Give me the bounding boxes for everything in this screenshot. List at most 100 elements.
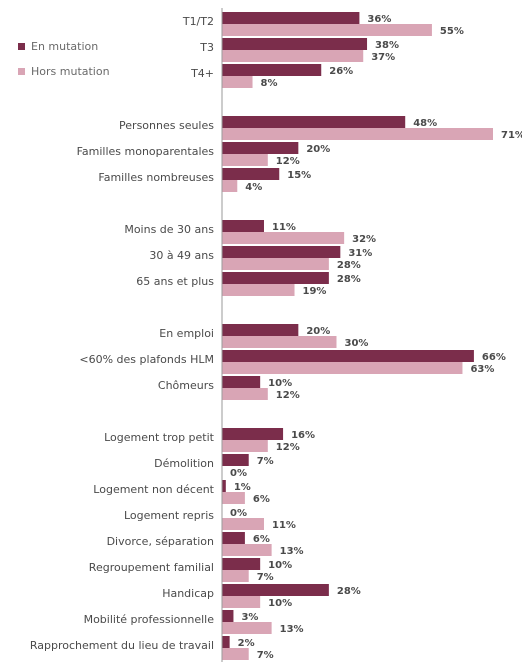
data-label-hors_mutation: 63%: [470, 364, 494, 375]
data-label-hors_mutation: 11%: [272, 520, 296, 531]
data-label-hors_mutation: 55%: [440, 26, 464, 37]
data-label-en_mutation: 6%: [253, 534, 270, 545]
data-label-hors_mutation: 37%: [371, 52, 395, 63]
category-label: Rapprochement du lieu de travail: [30, 639, 214, 652]
category-label: Handicap: [162, 587, 214, 600]
data-label-en_mutation: 2%: [238, 638, 255, 649]
category-label: 65 ans et plus: [136, 275, 214, 288]
bar-hors_mutation: [222, 128, 493, 140]
category-label: Logement trop petit: [104, 431, 215, 444]
category-label: T4+: [190, 67, 214, 80]
data-label-hors_mutation: 0%: [230, 468, 247, 479]
category-label: T1/T2: [182, 15, 214, 28]
data-label-hors_mutation: 71%: [501, 130, 522, 141]
bar-en_mutation: [222, 532, 245, 544]
legend-label-en-mutation: En mutation: [31, 39, 99, 53]
bar-hors_mutation: [222, 648, 249, 660]
bar-hors_mutation: [222, 622, 272, 634]
category-label: Logement repris: [124, 509, 214, 522]
bar-en_mutation: [222, 454, 249, 466]
category-label: Familles monoparentales: [77, 145, 215, 158]
bar-hors_mutation: [222, 388, 268, 400]
data-label-hors_mutation: 6%: [253, 494, 270, 505]
category-label: Familles nombreuses: [98, 171, 214, 184]
category-label: Démolition: [154, 457, 214, 470]
bar-hors_mutation: [222, 50, 364, 62]
category-label: T3: [199, 41, 214, 54]
bar-en_mutation: [222, 220, 264, 232]
data-label-en_mutation: 36%: [367, 14, 391, 25]
data-label-hors_mutation: 7%: [257, 572, 274, 583]
data-label-en_mutation: 16%: [291, 430, 315, 441]
bar-en_mutation: [222, 558, 261, 570]
data-label-en_mutation: 1%: [234, 482, 251, 493]
category-label: Mobilité professionnelle: [84, 613, 215, 626]
category-label: 30 à 49 ans: [149, 249, 214, 262]
bar-en_mutation: [222, 12, 360, 24]
data-label-en_mutation: 10%: [268, 560, 292, 571]
data-label-en_mutation: 15%: [287, 170, 311, 181]
data-label-en_mutation: 66%: [482, 352, 506, 363]
legend-swatch-en-mutation: [18, 42, 25, 50]
data-label-hors_mutation: 7%: [257, 650, 274, 661]
bar-en_mutation: [222, 428, 284, 440]
bar-hors_mutation: [222, 258, 329, 270]
bar-hors_mutation: [222, 336, 337, 348]
category-label: En emploi: [159, 327, 214, 340]
bar-en_mutation: [222, 116, 406, 128]
bar-hors_mutation: [222, 596, 261, 608]
category-label: <60% des plafonds HLM: [79, 353, 214, 366]
category-label: Regroupement familial: [89, 561, 214, 574]
data-label-en_mutation: 11%: [272, 222, 296, 233]
data-label-hors_mutation: 13%: [280, 624, 304, 635]
bar-hors_mutation: [222, 154, 268, 166]
data-label-hors_mutation: 12%: [276, 390, 300, 401]
legend-label-hors-mutation: Hors mutation: [31, 64, 110, 78]
data-label-hors_mutation: 13%: [280, 546, 304, 557]
bar-en_mutation: [222, 584, 329, 596]
data-label-en_mutation: 3%: [241, 612, 258, 623]
bar-en_mutation: [222, 246, 341, 258]
bar-hors_mutation: [222, 518, 264, 530]
data-label-en_mutation: 20%: [306, 144, 330, 155]
data-label-hors_mutation: 19%: [303, 286, 327, 297]
bar-hors_mutation: [222, 76, 253, 88]
bar-en_mutation: [222, 636, 230, 648]
data-label-hors_mutation: 12%: [276, 442, 300, 453]
data-label-hors_mutation: 28%: [337, 260, 361, 271]
bar-en_mutation: [222, 610, 234, 622]
bar-hors_mutation: [222, 24, 432, 36]
data-label-hors_mutation: 10%: [268, 598, 292, 609]
data-label-hors_mutation: 4%: [245, 182, 262, 193]
data-label-en_mutation: 7%: [257, 456, 274, 467]
bar-hors_mutation: [222, 284, 295, 296]
legend-item-hors-mutation: Hors mutation: [18, 63, 110, 79]
category-label: Divorce, séparation: [107, 535, 214, 548]
bar-hors_mutation: [222, 362, 463, 374]
bar-en_mutation: [222, 168, 280, 180]
data-label-en_mutation: 26%: [329, 66, 353, 77]
category-label: Personnes seules: [119, 119, 214, 132]
bar-en_mutation: [222, 38, 368, 50]
data-label-en_mutation: 31%: [348, 248, 372, 259]
data-label-hors_mutation: 30%: [345, 338, 369, 349]
bar-hors_mutation: [222, 570, 249, 582]
data-label-en_mutation: 28%: [337, 586, 361, 597]
data-label-hors_mutation: 12%: [276, 156, 300, 167]
bar-en_mutation: [222, 272, 329, 284]
bar-en_mutation: [222, 142, 299, 154]
data-label-en_mutation: 38%: [375, 40, 399, 51]
bar-hors_mutation: [222, 180, 238, 192]
category-label: Logement non décent: [93, 483, 214, 496]
bar-hors_mutation: [222, 440, 268, 452]
category-label: Moins de 30 ans: [124, 223, 214, 236]
data-label-en_mutation: 28%: [337, 274, 361, 285]
data-label-en_mutation: 48%: [413, 118, 437, 129]
legend-item-en-mutation: En mutation: [18, 38, 98, 54]
bar-en_mutation: [222, 376, 261, 388]
bar-hors_mutation: [222, 232, 345, 244]
bar-en_mutation: [222, 64, 322, 76]
category-label: Chômeurs: [158, 379, 214, 392]
bar-en_mutation: [222, 350, 474, 362]
